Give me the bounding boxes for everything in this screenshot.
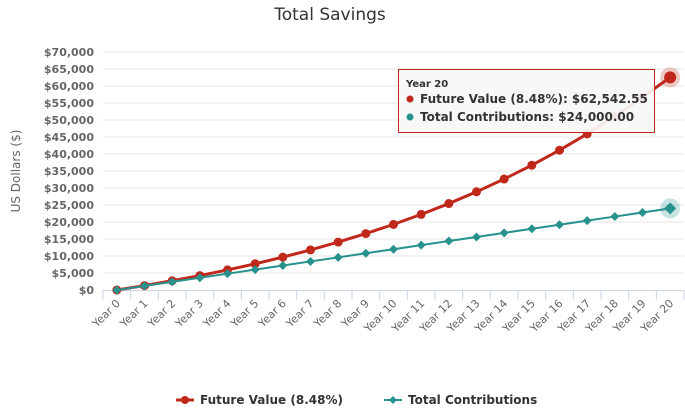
x-tick-label: Year 3 (172, 297, 206, 331)
y-tick-label: $25,000 (44, 199, 94, 212)
data-point (638, 207, 647, 217)
tooltip-header: Year 20 (405, 79, 448, 90)
x-tick-label: Year 0 (89, 297, 123, 331)
y-tick-label: $5,000 (52, 267, 95, 280)
data-point (664, 71, 677, 84)
tooltip-bullet (406, 95, 414, 103)
x-tick-label: Year 8 (310, 297, 344, 331)
y-tick-label: $70,000 (44, 46, 94, 59)
x-tick-label: Year 5 (227, 297, 261, 331)
series-group (112, 67, 681, 295)
y-tick-label: $10,000 (44, 250, 94, 263)
legend-item[interactable]: Total Contributions (384, 393, 537, 407)
chart-title: Total Savings (273, 5, 386, 25)
y-tick-label: $20,000 (44, 216, 94, 229)
x-tick-label: Year 2 (144, 297, 178, 331)
data-point (389, 219, 398, 229)
data-point (664, 202, 677, 215)
data-point (333, 237, 343, 247)
y-tick-label: $65,000 (44, 63, 94, 76)
legend-marker-diamond (389, 396, 397, 404)
y-tick-label: $0 (79, 284, 95, 297)
x-tick-label: Year 1 (117, 297, 151, 331)
y-axis-label: US Dollars ($) (9, 130, 23, 213)
data-point (140, 281, 149, 291)
data-point (195, 273, 205, 283)
data-point (250, 259, 260, 269)
data-point (416, 240, 426, 250)
x-tick-label: Year 4 (200, 297, 234, 331)
data-point (306, 245, 315, 255)
data-point (555, 145, 564, 155)
legend-label: Total Contributions (408, 393, 537, 407)
y-axis-ticks: $0 $5,000 $10,000 $15,000 $20,000 $25,000 $30,… (44, 46, 94, 297)
data-point (444, 236, 454, 246)
data-point (527, 160, 537, 170)
x-tick-label: Year 7 (283, 297, 317, 331)
x-tick-label: Year 6 (255, 297, 289, 331)
data-point (361, 248, 371, 258)
data-point (499, 174, 509, 184)
y-tick-label: $35,000 (44, 165, 94, 178)
data-point (416, 209, 426, 219)
data-point (527, 224, 537, 234)
data-point (610, 212, 620, 222)
data-point (499, 228, 509, 238)
y-tick-label: $55,000 (44, 97, 94, 110)
legend-label: Future Value (8.48%) (200, 393, 343, 407)
tooltip-line: Total Contributions: $24,000.00 (420, 110, 634, 124)
data-point (306, 256, 315, 266)
data-point (361, 229, 371, 239)
y-tick-label: $50,000 (44, 114, 94, 127)
data-point (555, 220, 564, 230)
tooltip-line: Future Value (8.48%): $62,542.55 (420, 92, 648, 106)
data-point (472, 187, 481, 197)
legend-marker-circle (181, 396, 189, 404)
data-point (278, 252, 288, 262)
legend-item[interactable]: Future Value (8.48%) (176, 393, 343, 407)
y-tick-label: $40,000 (44, 148, 94, 161)
tooltip: Year 20 Future Value (8.48%): $62,542.55 T… (398, 69, 655, 133)
legend: Future Value (8.48%) Total Contributions (176, 393, 537, 407)
data-point (167, 277, 177, 287)
data-point (389, 244, 398, 254)
tooltip-bullet (406, 113, 414, 121)
data-point (333, 252, 343, 262)
y-tick-label: $30,000 (44, 182, 94, 195)
data-point (223, 269, 232, 279)
data-point (278, 261, 288, 271)
y-tick-label: $45,000 (44, 131, 94, 144)
data-point (250, 265, 260, 275)
data-point (472, 232, 481, 242)
y-tick-label: $15,000 (44, 233, 94, 246)
y-tick-label: $60,000 (44, 80, 94, 93)
data-point (112, 285, 122, 295)
tooltip-box (398, 69, 655, 133)
data-point (444, 199, 454, 209)
data-point (582, 216, 592, 226)
